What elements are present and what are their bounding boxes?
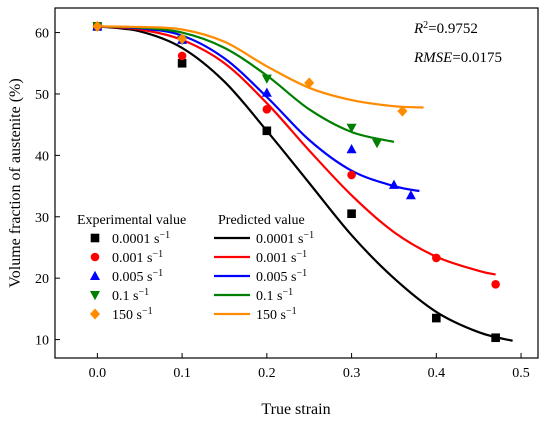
legend-unit-power: −1: [282, 287, 293, 298]
legend-experimental-header: Experimental value: [77, 213, 186, 228]
legend-unit-power: −1: [138, 287, 149, 298]
axes: 0.0 0.1 0.2 0.3 0.4 0.5 10 20 30 40 50 60: [35, 27, 530, 381]
data-point-0-3: [347, 209, 356, 219]
legend-rate: 0.001 s: [256, 251, 296, 266]
data-point-4-3: [397, 105, 408, 117]
legend-marker-2: [90, 270, 100, 280]
data-point-3-2: [261, 74, 272, 84]
legend-rate: 0.1 s: [256, 289, 282, 304]
predicted-curve-1: [97, 25, 496, 276]
rmse-symbol: RMSE: [413, 50, 452, 66]
data-point-1-3: [347, 170, 356, 180]
data-point-2-3: [346, 144, 357, 154]
predicted-curve-4: [97, 25, 424, 109]
legend-unit-power: −1: [296, 268, 307, 279]
data-point-3-3: [346, 123, 357, 133]
data-point-0-1: [177, 58, 187, 68]
data-point-4-2: [304, 77, 315, 89]
legend-unit-power: −1: [286, 306, 297, 317]
legend-unit-power: −1: [142, 306, 153, 317]
legend-experimental-label-3: 0.1 s−1: [112, 287, 149, 305]
legend-unit-power: −1: [296, 249, 307, 260]
predicted-curve-0: [97, 25, 513, 342]
legend-experimental-label-2: 0.005 s−1: [112, 268, 163, 286]
legend-unit-power: −1: [159, 230, 170, 241]
legend-predicted-header: Predicted value: [218, 213, 305, 228]
data-point-3-4: [372, 139, 382, 149]
legend-rate: 0.005 s: [112, 270, 152, 285]
legend-experimental-label-0: 0.0001 s−1: [112, 230, 170, 248]
data-point-2-4: [388, 179, 399, 189]
legend: Experimental value Predicted value 0.000…: [77, 213, 314, 323]
y-tick-label: 30: [35, 211, 49, 226]
legend-rate: 0.0001 s: [112, 232, 159, 247]
y-axis-title: Volume fraction of austenite (%): [7, 78, 24, 287]
x-tick-label: 0.3: [343, 366, 361, 381]
legend-marker-1: [90, 252, 100, 262]
legend-predicted-label-1: 0.001 s−1: [256, 249, 307, 267]
data-point-4-0: [92, 20, 103, 32]
data-point-2-5: [405, 190, 416, 200]
y-tick-label: 20: [35, 272, 49, 287]
data-point-1-2: [262, 105, 272, 114]
y-tick-label: 10: [35, 334, 49, 349]
legend-rate: 150 s: [112, 308, 142, 323]
legend-rate: 150 s: [256, 308, 286, 323]
legend-marker-4: [90, 308, 100, 320]
x-tick-label: 0.4: [428, 366, 446, 381]
r2-annotation: R2=0.9752: [413, 20, 478, 38]
legend-marker-3: [90, 291, 100, 301]
plot-frame: [54, 7, 539, 359]
data-point-1-5: [491, 280, 500, 289]
r2-power: 2: [423, 20, 428, 31]
legend-unit-power: −1: [152, 249, 163, 260]
legend-rate: 0.0001 s: [256, 232, 303, 247]
legend-marker-0: [90, 233, 100, 243]
x-tick-label: 0.0: [89, 366, 107, 381]
legend-predicted-label-4: 150 s−1: [256, 306, 297, 324]
data-point-4-1: [177, 33, 188, 45]
legend-predicted-label-2: 0.005 s−1: [256, 268, 307, 286]
legend-unit-power: −1: [303, 230, 314, 241]
data-point-2-2: [261, 87, 272, 97]
x-tick-label: 0.5: [512, 366, 530, 381]
r2-symbol: R: [413, 21, 423, 37]
predicted-curve-2: [97, 25, 420, 193]
legend-predicted-label-0: 0.0001 s−1: [256, 230, 314, 248]
r2-value: =0.9752: [428, 21, 478, 37]
data-point-0-4: [432, 313, 441, 323]
x-axis-title: True strain: [261, 401, 330, 418]
y-tick-label: 50: [35, 88, 49, 103]
legend-experimental-label-1: 0.001 s−1: [112, 249, 163, 267]
data-point-1-4: [432, 253, 441, 263]
y-tick-label: 60: [35, 27, 49, 42]
legend-rate: 0.001 s: [112, 251, 152, 266]
x-tick-label: 0.2: [258, 366, 276, 381]
x-tick-label: 0.1: [173, 366, 191, 381]
legend-unit-power: −1: [152, 268, 163, 279]
legend-rate: 0.1 s: [112, 289, 138, 304]
legend-experimental-label-4: 150 s−1: [112, 306, 153, 324]
legend-rate: 0.005 s: [256, 270, 296, 285]
data-point-1-1: [177, 51, 187, 61]
predicted-curves: [97, 25, 513, 342]
data-point-0-5: [491, 333, 500, 343]
y-tick-label: 40: [35, 149, 49, 164]
experimental-markers: [92, 20, 500, 343]
stats-annotation: R2=0.9752 RMSE=0.0175: [413, 20, 502, 67]
legend-predicted-label-3: 0.1 s−1: [256, 287, 293, 305]
rmse-annotation: RMSE=0.0175: [413, 50, 502, 66]
data-point-0-2: [262, 126, 272, 136]
rmse-value: =0.0175: [452, 50, 502, 66]
